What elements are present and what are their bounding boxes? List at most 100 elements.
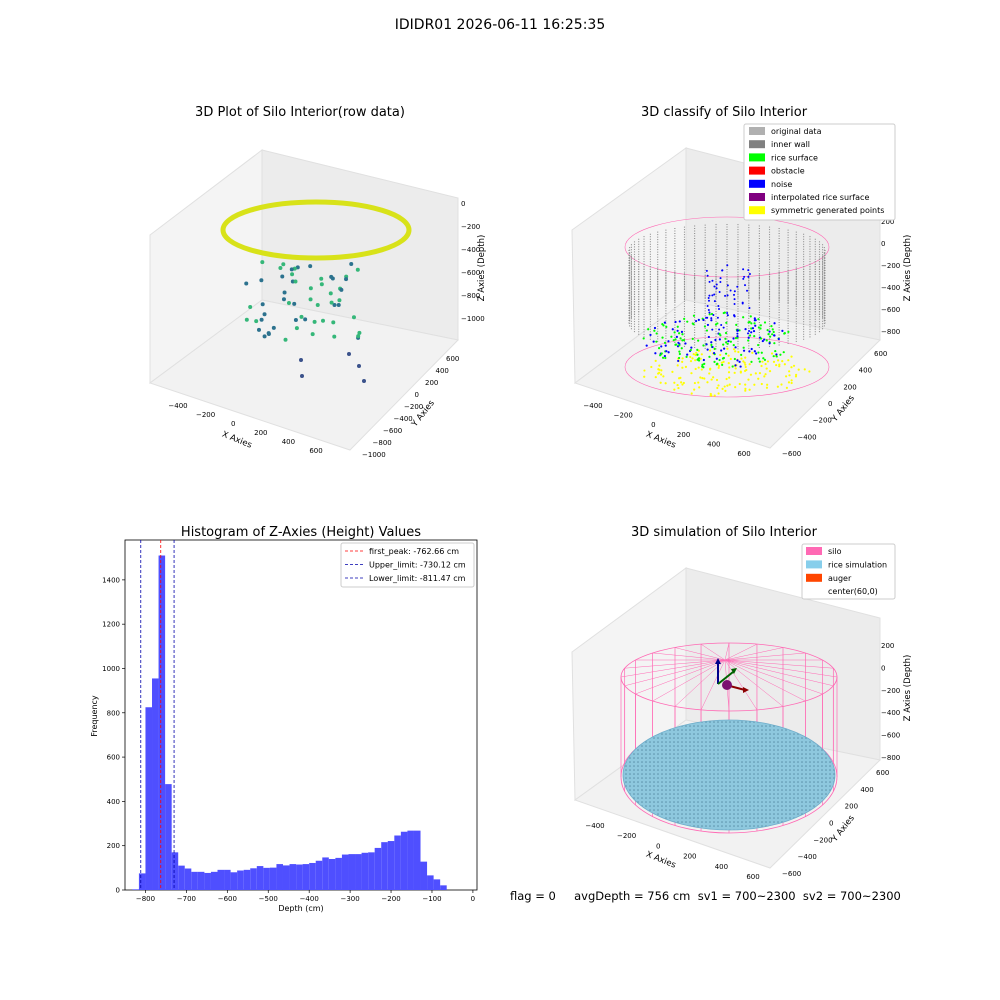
classify-surface-point [705,329,709,332]
axis-tick-label: 400 [707,440,720,448]
classify-legend: original data inner wall rice surface obsta… [743,123,896,221]
raw-point [344,277,349,282]
histogram-bar [302,864,310,890]
axis-tick-label: −600 [461,269,480,277]
classify-noise-point [726,311,729,314]
raw-point [259,317,264,322]
silo-roof-line [674,659,726,707]
histogram-bar [230,872,238,890]
raw-point-cloud [220,199,412,383]
axis-tick-label: 200 [881,218,894,226]
axis-tick-label: −600 [383,427,402,435]
classify-symmetric-point [694,353,697,357]
classify-symmetric-point [788,374,791,377]
raw-point [310,332,315,337]
legend-label: rice simulation [828,560,887,569]
histogram-x-tick-label: −600 [218,895,237,903]
raw-point [329,300,334,305]
classify-symmetric-point [734,386,737,389]
classify-noise-point [748,273,751,276]
classify-symmetric-point [691,357,694,360]
classify-symmetric-point [757,377,760,380]
classify-symmetric-point [763,375,766,378]
classify-surface-point [763,338,766,341]
histogram-bar [210,871,218,890]
simulation-z-axis-label: Z Axies (Depth) [903,655,913,722]
classify-surface-point [678,350,681,353]
histogram-bar [394,835,401,890]
histogram-x-tick-label: −300 [340,895,359,903]
raw-point [347,352,351,356]
raw-z-ticks: 0 −200 −400 −600 −800 −1000 [461,200,485,323]
classify-z-axis-label: Z Axies (Depth) [903,235,913,302]
classify-surface-point [750,322,753,325]
classify-surface-point [661,336,664,339]
histogram-bar [217,869,225,890]
classify-surface-point [663,354,667,358]
classify-symmetric-point [682,381,685,385]
classify-surface-point [725,341,728,344]
axis-tick-label: 0 [656,842,660,850]
classify-surface-point [660,345,663,348]
axis-tick-label: 200 [683,853,696,861]
classify-surface-point [724,352,728,355]
legend-swatch [749,193,765,201]
simulation-x-ticks: −400 −200 0 200 400 600 [585,822,759,881]
classify-symmetric-point [724,389,727,392]
classify-surface-point [753,319,756,322]
histogram-bar [165,784,172,890]
classify-symmetric-point [753,383,756,386]
histogram-bar [158,555,166,890]
classify-symmetric-point [780,383,783,386]
classify-surface-point [642,337,645,340]
classify-symmetric-point [770,352,774,355]
classify-surface-point [747,339,750,342]
classify-symmetric-point [689,355,692,359]
classify-noise-point [707,296,710,299]
classify-symmetric-point [740,357,743,360]
axis-tick-label: 200 [843,383,856,391]
classify-surface-point [721,357,725,360]
classify-symmetric-point [787,359,790,362]
histogram-bar [368,852,375,890]
raw-x-ticks: −400 −200 0 200 400 600 [168,402,322,455]
classify-surface-point [774,349,777,353]
histogram-y-tick-label: 0 [116,887,120,895]
classify-noise-point [726,264,729,267]
histogram-bar [341,854,349,890]
axis-tick-label: −400 [797,433,816,441]
histogram-y-ticks: 0 200 400 600 800 1000 1200 1400 [102,576,125,895]
classify-noise-point [711,294,714,297]
raw-point [351,315,356,320]
classify-symmetric-point [777,359,780,362]
classify-noise-point [711,279,714,282]
legend-swatch [806,547,822,555]
classify-symmetric-point [657,368,660,371]
classify-noise-point [711,328,714,331]
classify-surface-point [697,339,700,342]
raw-point [262,312,267,317]
classify-surface-point [645,344,648,347]
axis-tick-label: 0 [231,420,235,428]
histogram-bar [315,860,323,890]
classify-symmetric-point [760,364,763,368]
classify-symmetric-point [658,364,661,367]
raw-point [308,286,313,291]
axis-tick-label: 600 [876,769,889,777]
classify-surface-point [673,331,676,334]
classify-surface-point [722,343,725,346]
raw-point [278,266,283,271]
raw-point [290,272,295,277]
classify-symmetric-point [778,363,781,366]
classify-noise-point [718,328,721,331]
classify-symmetric-point [744,389,747,392]
classify-surface-point [772,355,775,358]
histogram-bar [440,885,447,890]
classify-symmetric-point [689,360,693,363]
classify-symmetric-point [710,378,713,381]
classify-symmetric-point [706,381,709,384]
classify-surface-point [679,337,682,340]
histogram-bar [374,847,382,890]
classify-symmetric-point [737,350,740,354]
